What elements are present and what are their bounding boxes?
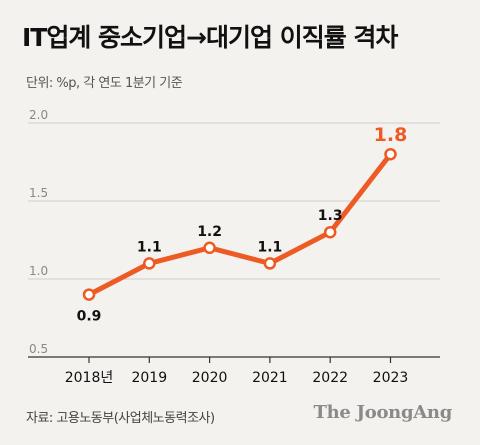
y-tick-label: 1.5 — [29, 186, 48, 200]
y-tick-label: 0.5 — [29, 342, 48, 356]
x-tick-label: 2020 — [192, 370, 228, 386]
chart-title: IT업계 중소기업→대기업 이직률 격차 — [22, 23, 398, 52]
publisher-logo: The JoongAng — [313, 402, 453, 423]
data-point — [384, 147, 397, 161]
y-tick-label: 2.0 — [29, 108, 48, 122]
data-label: 0.9 — [77, 309, 102, 325]
data-label: 1.1 — [137, 239, 162, 255]
source-note: 자료: 고용노동부(사업체노동력조사) — [26, 411, 215, 426]
data-point — [203, 241, 216, 255]
x-tick-label: 2019 — [131, 370, 167, 386]
data-point — [263, 257, 277, 270]
series-line — [86, 151, 393, 298]
data-label: 1.8 — [374, 124, 408, 146]
x-tick-label: 2023 — [373, 370, 409, 386]
x-tick-label: 2022 — [312, 370, 348, 386]
data-point — [143, 257, 156, 270]
x-tick-label: 2021 — [252, 370, 288, 386]
data-label: 1.1 — [257, 239, 282, 255]
data-label: 1.3 — [318, 208, 343, 224]
unit-note: 단위: %p, 각 연도 1분기 기준 — [26, 76, 183, 91]
data-label: 1.2 — [197, 224, 222, 240]
y-tick-label: 1.0 — [29, 264, 48, 278]
data-point — [82, 288, 96, 301]
data-point — [323, 225, 337, 239]
x-tick-label: 2018년 — [65, 370, 114, 386]
